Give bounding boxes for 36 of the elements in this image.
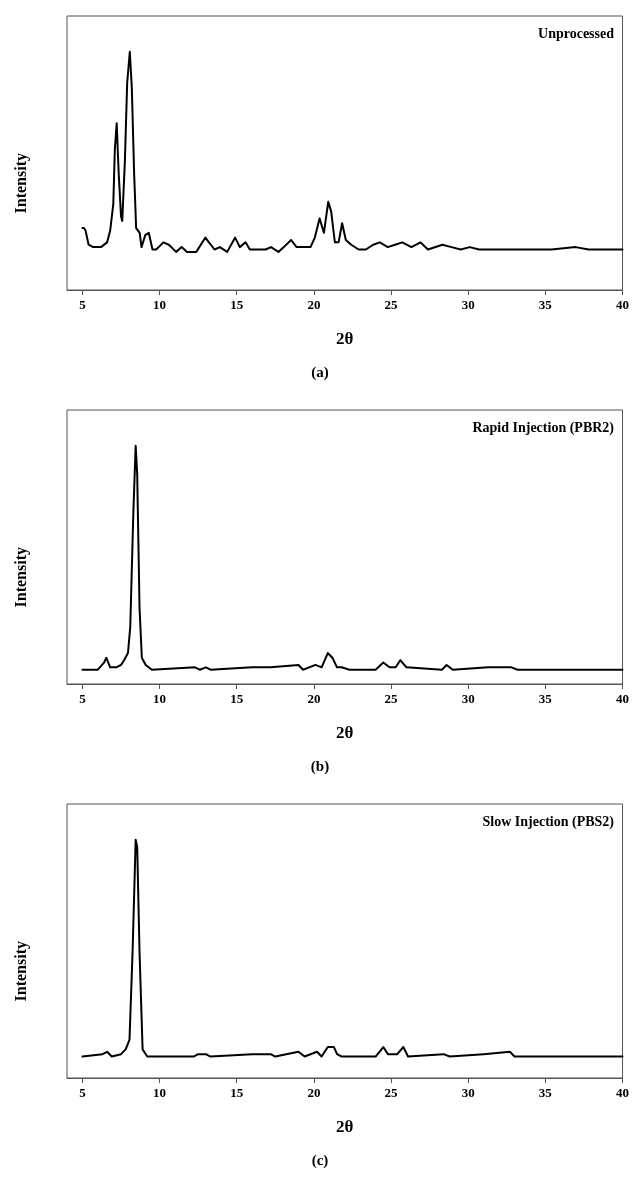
x-tick-label: 40 — [616, 297, 629, 312]
x-tick-label: 35 — [538, 1085, 553, 1100]
text: (c) — [311, 1151, 329, 1169]
x-tick-label: 15 — [230, 691, 244, 706]
x-tick-label: 5 — [79, 1085, 87, 1100]
y-axis-title: Intensity — [11, 547, 30, 608]
x-axis-title: 2θ — [336, 1117, 354, 1136]
x-tick-label: 20 — [307, 1085, 321, 1100]
x-tick-label: 30 — [461, 1085, 475, 1100]
text: Unprocessed — [538, 25, 615, 41]
x-tick-label: 40 — [616, 1085, 629, 1100]
x-axis-title: 2θ — [336, 329, 354, 348]
x-tick-label: 15 — [230, 1085, 244, 1100]
text: (b) — [310, 757, 330, 775]
x-tick-label: 35 — [538, 297, 553, 312]
x-tick-label: 20 — [307, 297, 321, 312]
x-tick-label: 10 — [153, 691, 167, 706]
text: Slow Injection (PBS2) — [482, 813, 615, 830]
x-tick-label: 15 — [230, 297, 244, 312]
x-tick-label: 10 — [153, 1085, 167, 1100]
x-tick-label: 25 — [384, 691, 399, 706]
text: Rapid Injection (PBR2) — [472, 419, 615, 436]
x-tick-label: 5 — [79, 691, 87, 706]
y-axis-title: Intensity — [11, 941, 30, 1002]
x-axis-title: 2θ — [336, 723, 354, 742]
text: (a) — [311, 363, 329, 381]
x-tick-label: 30 — [461, 691, 475, 706]
x-tick-label: 10 — [153, 297, 167, 312]
x-tick-label: 20 — [307, 691, 321, 706]
x-tick-label: 5 — [79, 297, 87, 312]
x-tick-label: 30 — [461, 297, 475, 312]
x-tick-label: 40 — [616, 691, 629, 706]
x-tick-label: 25 — [384, 297, 399, 312]
y-axis-title: Intensity — [11, 153, 30, 214]
x-tick-label: 35 — [538, 691, 553, 706]
x-tick-label: 25 — [384, 1085, 399, 1100]
